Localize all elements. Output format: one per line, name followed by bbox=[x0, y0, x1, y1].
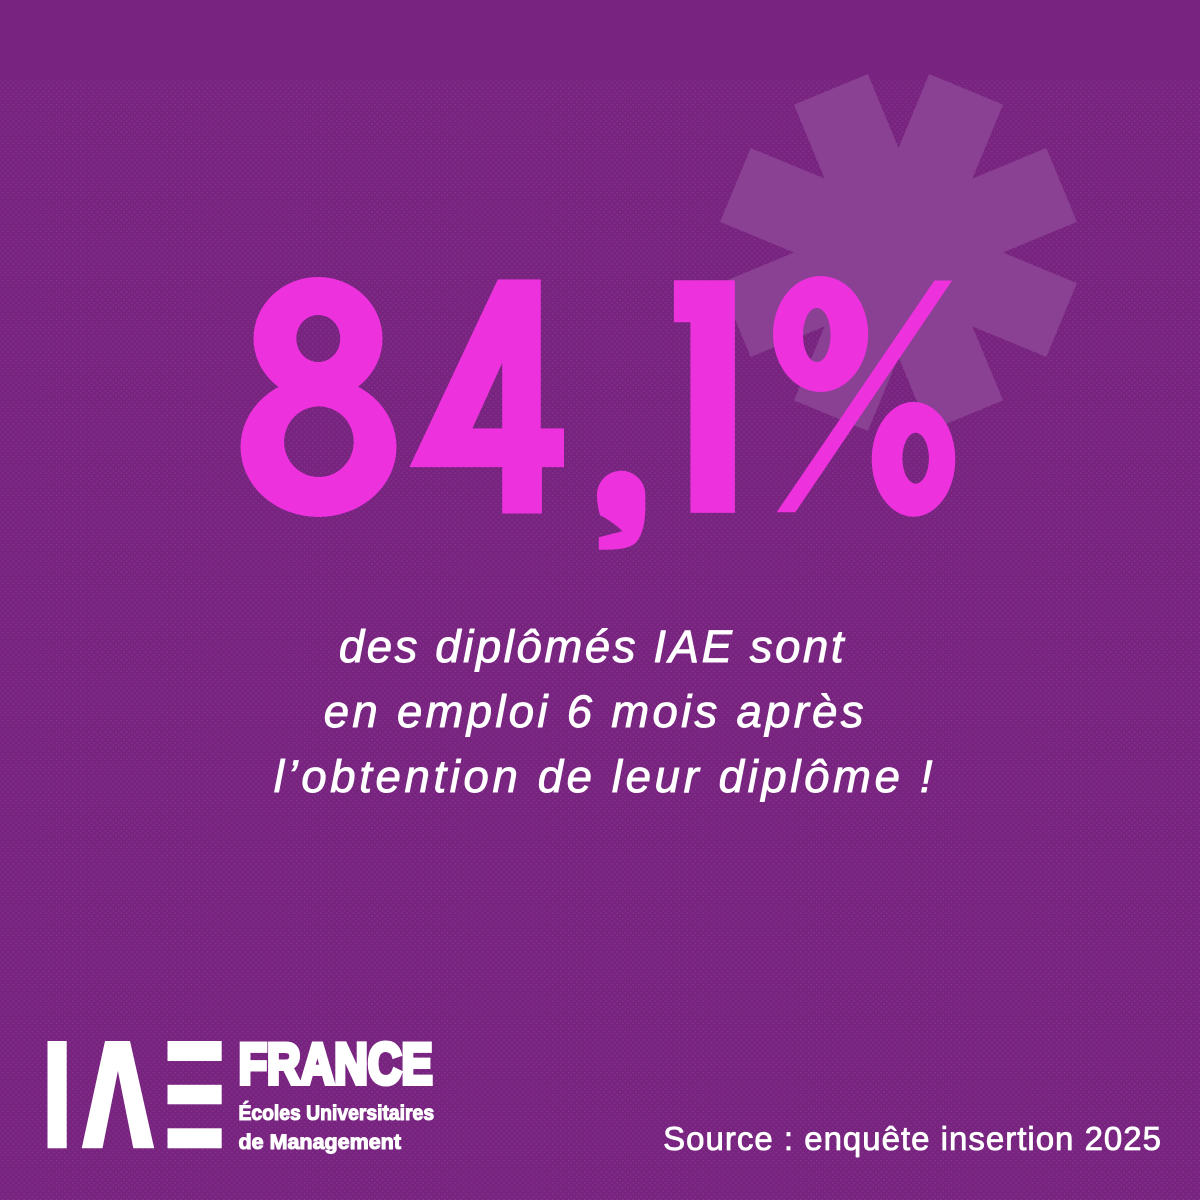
svg-text:Écoles Universitaires: Écoles Universitaires bbox=[238, 1101, 434, 1125]
svg-text:FRANCE: FRANCE bbox=[239, 1033, 433, 1097]
svg-text:de Management: de Management bbox=[239, 1130, 401, 1154]
